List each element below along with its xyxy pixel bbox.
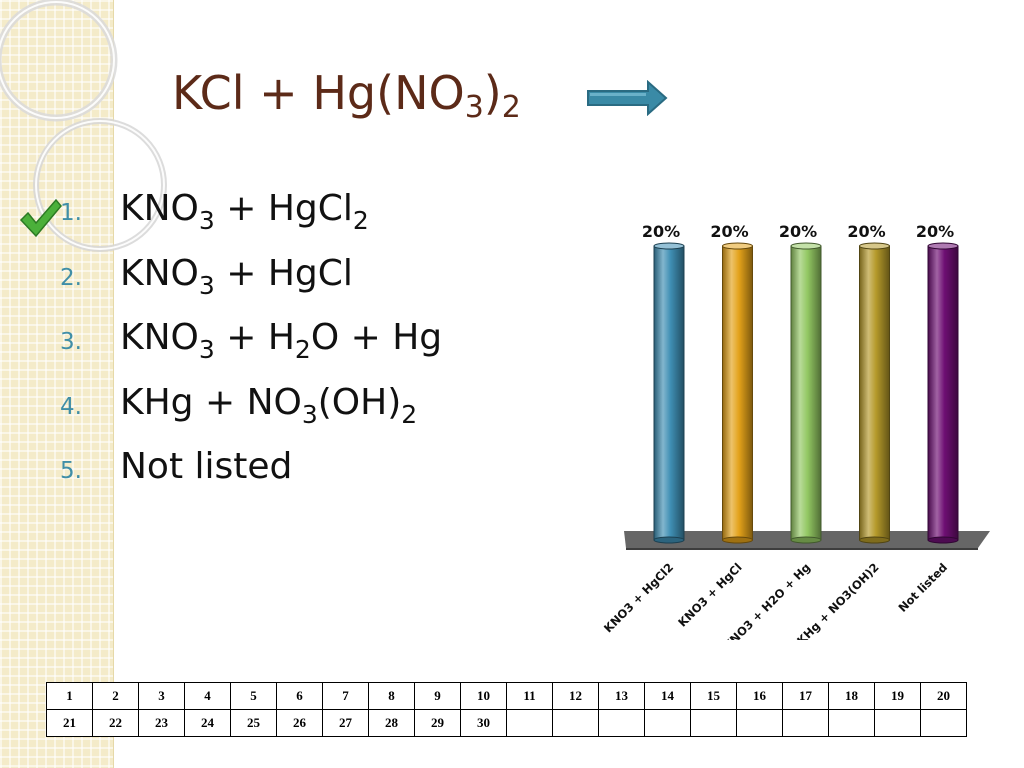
chart-bar-1 <box>653 242 685 544</box>
answer-text: KNO3 + HgCl2 <box>120 188 369 235</box>
response-grid-cell <box>690 709 737 737</box>
response-grid-cell <box>552 709 599 737</box>
right-arrow-icon <box>587 80 668 116</box>
response-grid-cell <box>874 709 921 737</box>
response-grid-cell <box>598 709 645 737</box>
answer-number: 2. <box>60 264 82 291</box>
data-label-4: 20% <box>847 222 885 241</box>
answer-option-2: 2. KNO3 + HgCl <box>60 253 442 318</box>
response-grid-cell <box>644 709 691 737</box>
response-grid-cell: 23 <box>138 709 185 737</box>
response-grid-cell: 2 <box>92 682 139 710</box>
response-grid-cell: 3 <box>138 682 185 710</box>
chart-bar-4 <box>859 242 890 544</box>
response-grid-cell <box>828 709 875 737</box>
response-grid-cell: 27 <box>322 709 369 737</box>
answer-text: Not listed <box>120 446 293 487</box>
data-label-5: 20% <box>916 222 954 241</box>
response-grid-cell <box>920 709 967 737</box>
category-label-2: KNO3 + HgCl <box>675 560 744 629</box>
checkmark-icon <box>19 198 62 238</box>
response-grid-cell: 5 <box>230 682 277 710</box>
response-grid-cell: 14 <box>644 682 691 710</box>
data-label-3: 20% <box>779 222 817 241</box>
response-grid-cell: 12 <box>552 682 599 710</box>
answer-text: KNO3 + HgCl <box>120 252 353 300</box>
response-grid-cell: 19 <box>874 682 921 710</box>
response-grid-cell <box>736 709 783 737</box>
response-grid-cell: 26 <box>276 709 323 737</box>
answer-number: 3. <box>60 329 82 355</box>
response-grid-cell: 18 <box>828 682 875 710</box>
chart-floor-edge <box>626 548 978 550</box>
category-label-1: KNO3 + HgCl2 <box>601 560 676 635</box>
response-grid-row: 21 22 23 24 25 26 27 28 29 30 <box>46 709 967 737</box>
response-grid-cell: 29 <box>414 709 461 737</box>
response-grid-cell: 10 <box>460 682 507 710</box>
response-grid: 1 2 3 4 5 6 7 8 9 10 11 12 13 14 15 16 17 18 19 20 21 22 23 24 2… <box>46 682 967 737</box>
response-grid-cell: 16 <box>736 682 783 710</box>
response-grid-cell: 25 <box>230 709 277 737</box>
response-grid-cell: 4 <box>184 682 231 710</box>
answer-number: 1. <box>60 200 82 226</box>
response-grid-cell: 17 <box>782 682 829 710</box>
poll-results-chart: 20% 20% 20% 20% 20% KNO3 + HgCl2 KNO3 + HgClK… <box>601 222 990 640</box>
answer-option-4: 4. KHg + NO3(OH)2 <box>60 382 442 447</box>
response-grid-cell <box>782 709 829 737</box>
answer-text: KNO3 + H2O + Hg <box>120 317 443 364</box>
response-grid-cell: 15 <box>690 682 737 710</box>
response-grid-cell: 7 <box>322 682 369 710</box>
response-grid-cell: 22 <box>92 709 139 737</box>
response-grid-cell: 21 <box>46 709 93 737</box>
answer-option-1: 1. KNO3 + HgCl2 <box>60 188 442 253</box>
answer-number: 4. <box>60 393 82 420</box>
category-label-5: Not listed <box>895 560 950 615</box>
data-label-1: 20% <box>642 222 680 241</box>
answer-list: 1. KNO3 + HgCl2 2. KNO3 + HgCl 3. KNO3 + H2O … <box>60 188 442 511</box>
response-grid-cell: 8 <box>368 682 415 710</box>
chart-bar-5 <box>927 242 959 544</box>
response-grid-cell: 9 <box>414 682 461 710</box>
response-grid-cell: 11 <box>506 682 553 710</box>
response-grid-cell: 20 <box>920 682 967 710</box>
response-grid-cell <box>506 709 553 737</box>
response-grid-cell: 6 <box>276 682 323 710</box>
response-grid-cell: 1 <box>46 682 93 710</box>
answer-option-3: 3. KNO3 + H2O + Hg <box>60 317 442 382</box>
response-grid-cell: 24 <box>184 709 231 737</box>
answer-option-5: 5. Not listed <box>60 446 442 511</box>
slide-title: KCl + Hg(NO3)2 <box>172 66 521 125</box>
answer-number: 5. <box>60 458 82 484</box>
data-label-2: 20% <box>710 222 748 241</box>
response-grid-row: 1 2 3 4 5 6 7 8 9 10 11 12 13 14 15 16 17 18 19 20 <box>46 682 967 710</box>
chart-bar-2 <box>722 242 753 544</box>
response-grid-cell: 30 <box>460 709 507 737</box>
chart-bar-3 <box>790 242 822 544</box>
response-grid-cell: 28 <box>368 709 415 737</box>
answer-text: KHg + NO3(OH)2 <box>120 381 418 429</box>
response-grid-cell: 13 <box>598 682 645 710</box>
